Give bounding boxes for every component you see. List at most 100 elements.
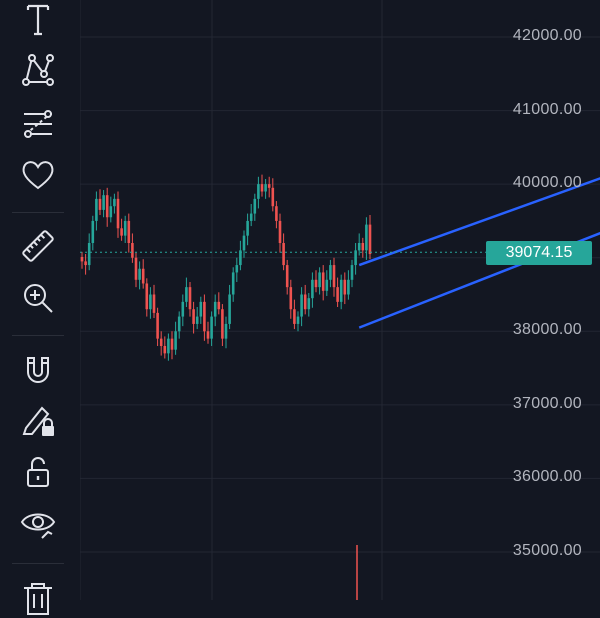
- price-axis-label: 38000.00: [512, 321, 582, 339]
- candle-body: [350, 265, 354, 280]
- magnet-button[interactable]: [14, 350, 62, 390]
- fib-retracement-button[interactable]: [14, 104, 62, 144]
- candle-body: [300, 294, 303, 317]
- candle-body: [141, 268, 145, 284]
- toolbar-divider: [12, 563, 64, 564]
- candle-body: [228, 294, 231, 324]
- price-axis-label: 40000.00: [512, 174, 582, 192]
- magnet-icon: [27, 357, 49, 383]
- candle-body: [285, 265, 289, 288]
- candle-body: [145, 283, 149, 310]
- candle-body: [278, 220, 282, 243]
- text-tool-icon: [26, 4, 50, 36]
- candle-body: [185, 287, 188, 302]
- candle-body: [199, 301, 203, 317]
- candle-body: [332, 265, 336, 288]
- candle-body: [321, 272, 325, 291]
- candle-body: [347, 279, 350, 295]
- candle-body: [84, 261, 87, 266]
- pattern-tool-icon: [22, 54, 54, 86]
- candle-body: [271, 187, 275, 207]
- unlock-icon: [27, 457, 49, 487]
- candle-body: [239, 250, 242, 266]
- candle-body: [98, 198, 102, 210]
- candle-body: [210, 316, 213, 339]
- candle-body: [264, 184, 267, 192]
- favorites-heart-icon: [22, 161, 54, 190]
- candle-body: [102, 195, 105, 210]
- candle-body: [91, 220, 95, 243]
- candle-body: [177, 316, 181, 332]
- drawing-toolbar: [0, 0, 76, 615]
- candle-body: [249, 213, 253, 221]
- candle-body: [343, 279, 347, 295]
- candle-body: [174, 331, 177, 350]
- ruler-measure-button[interactable]: [14, 226, 62, 266]
- candle-body: [246, 220, 249, 236]
- candle-body: [365, 224, 368, 251]
- candle-body: [303, 294, 307, 310]
- candle-body: [282, 243, 285, 266]
- trash-button[interactable]: [14, 578, 62, 618]
- ruler-measure-icon: [22, 230, 54, 262]
- price-axis-label: 42000.00: [512, 27, 582, 44]
- candle-body: [307, 298, 311, 310]
- candle-body: [163, 346, 167, 354]
- candle-body: [123, 220, 127, 236]
- unlock-button[interactable]: [14, 452, 62, 492]
- candle-body: [296, 316, 300, 324]
- candle-body: [224, 323, 228, 339]
- candle-body: [336, 287, 339, 302]
- candle-body: [289, 287, 293, 310]
- candle-body: [275, 206, 278, 221]
- zoom-in-button[interactable]: [14, 278, 62, 318]
- candle-body: [311, 279, 314, 299]
- candle-body: [152, 294, 156, 313]
- candle-body: [116, 198, 120, 229]
- price-axis-label: 35000.00: [512, 542, 582, 559]
- candle-body: [109, 206, 113, 218]
- candle-body: [235, 265, 239, 273]
- candle-body: [231, 272, 235, 295]
- toolbar-divider: [12, 212, 64, 213]
- candle-body: [120, 228, 123, 236]
- candle-body: [156, 312, 159, 339]
- candle-body: [149, 294, 152, 310]
- trash-icon: [24, 583, 52, 615]
- candle-body: [257, 184, 260, 199]
- price-axis-label: 36000.00: [512, 468, 582, 486]
- candle-body: [213, 301, 217, 317]
- candle-body: [368, 224, 372, 255]
- current-price-badge: 39074.15: [486, 241, 592, 265]
- candle-body: [253, 198, 257, 214]
- candle-body: [80, 256, 84, 262]
- candle-body: [131, 243, 134, 258]
- pattern-tool-button[interactable]: [14, 50, 62, 90]
- candle-body: [188, 287, 192, 310]
- candle-body: [339, 279, 343, 302]
- favorites-heart-button[interactable]: [14, 155, 62, 195]
- candle-body: [217, 301, 221, 310]
- candle-body: [318, 272, 321, 288]
- candle-body: [105, 195, 109, 218]
- hide-eye-icon: [20, 513, 56, 539]
- candle-body: [134, 257, 138, 280]
- text-tool-button[interactable]: [14, 0, 62, 40]
- candle-body: [293, 309, 296, 324]
- candle-body: [329, 265, 332, 280]
- candle-body: [167, 338, 170, 354]
- candle-body: [325, 279, 329, 291]
- fib-retracement-icon: [24, 110, 52, 138]
- chart-svg[interactable]: [80, 0, 600, 600]
- price-axis-label: 41000.00: [512, 100, 582, 118]
- candle-body: [206, 331, 210, 339]
- candle-body: [203, 301, 206, 332]
- lock-drawing-button[interactable]: [14, 400, 62, 440]
- candle-body: [314, 279, 318, 288]
- candle-body: [87, 243, 91, 266]
- lock-drawing-icon: [22, 406, 54, 436]
- candle-body: [192, 309, 195, 324]
- chart-pane[interactable]: [80, 0, 600, 600]
- candle-body: [354, 250, 357, 266]
- hide-eye-button[interactable]: [14, 502, 62, 542]
